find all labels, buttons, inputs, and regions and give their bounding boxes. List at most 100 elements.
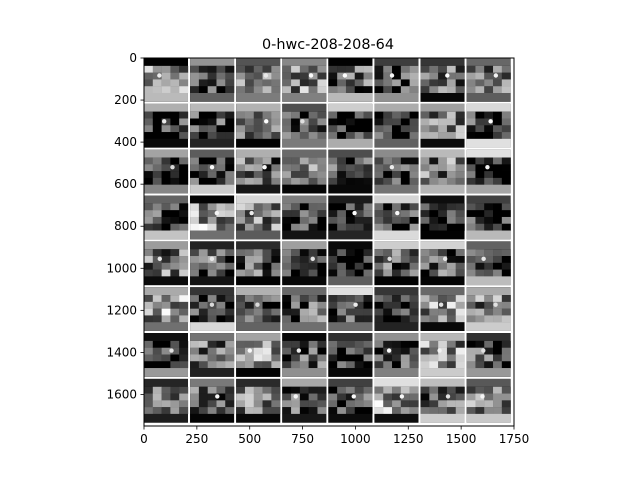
- tile-texture: [409, 111, 419, 119]
- tile-texture: [207, 210, 217, 218]
- tile-texture: [253, 308, 263, 316]
- tile-texture: [354, 125, 364, 133]
- tile-texture: [207, 249, 217, 257]
- tile-highlight: [296, 348, 302, 353]
- tile-texture: [170, 315, 180, 323]
- tile-texture: [345, 262, 355, 270]
- tile-texture: [455, 400, 465, 408]
- tile-bottom-band: [328, 92, 373, 102]
- tile-texture: [354, 393, 364, 401]
- tile-sky: [328, 241, 373, 250]
- tile-texture: [455, 347, 465, 355]
- tile-texture: [392, 216, 402, 224]
- tile-texture: [363, 295, 373, 303]
- tile-texture: [262, 216, 272, 224]
- tile-texture: [438, 157, 448, 165]
- tile-texture: [420, 132, 430, 140]
- tile-sky: [466, 195, 511, 204]
- tile-texture: [392, 295, 402, 303]
- tile-texture: [409, 301, 419, 309]
- tile-texture: [438, 249, 448, 257]
- tile-texture: [328, 269, 338, 277]
- tile-texture: [244, 111, 254, 119]
- feature-tile: [236, 149, 281, 194]
- tile-bottom-band: [282, 230, 327, 240]
- tile-texture: [190, 340, 200, 348]
- tile-texture: [484, 157, 494, 165]
- tile-texture: [392, 400, 402, 408]
- tile-bottom-band: [282, 276, 327, 286]
- tile-texture: [161, 65, 171, 73]
- tile-highlight: [485, 164, 490, 170]
- tile-texture: [493, 256, 503, 264]
- tile-texture: [190, 301, 200, 309]
- tile-texture: [198, 86, 208, 94]
- tile-texture: [354, 361, 364, 369]
- tile-sky: [236, 241, 281, 250]
- tile-texture: [429, 203, 439, 211]
- tile-texture: [429, 407, 439, 415]
- tile-texture: [438, 308, 448, 316]
- tile-texture: [475, 65, 485, 73]
- tile-bottom-band: [282, 322, 327, 331]
- tile-texture: [207, 308, 217, 316]
- tile-texture: [190, 393, 200, 401]
- tile-bottom-band: [374, 230, 419, 240]
- tile-sky: [236, 333, 281, 341]
- tile-texture: [484, 340, 494, 348]
- tile-texture: [493, 315, 503, 323]
- tile-texture: [493, 216, 503, 224]
- tile-highlight: [342, 73, 348, 78]
- tile-texture: [152, 393, 162, 401]
- tile-texture: [438, 216, 448, 224]
- tile-texture: [271, 132, 281, 140]
- tile-texture: [400, 295, 410, 303]
- tile-texture: [308, 361, 318, 369]
- tile-texture: [190, 79, 200, 87]
- tile-texture: [392, 269, 402, 277]
- feature-tile: [236, 195, 281, 240]
- tile-highlight: [352, 210, 357, 216]
- tile-texture: [161, 132, 171, 140]
- tile-texture: [400, 361, 410, 369]
- tile-texture: [291, 177, 301, 185]
- tile-texture: [308, 340, 318, 348]
- tile-texture: [501, 400, 511, 408]
- tile-sky: [466, 58, 511, 66]
- tile-texture: [328, 249, 338, 257]
- tile-texture: [225, 308, 235, 316]
- tile-texture: [429, 177, 439, 185]
- tile-texture: [409, 125, 419, 133]
- tile-texture: [354, 210, 364, 218]
- tile-texture: [291, 171, 301, 179]
- tile-texture: [271, 400, 281, 408]
- tile-texture: [475, 171, 485, 179]
- tile-texture: [262, 361, 272, 369]
- tile-texture: [466, 164, 476, 172]
- tile-texture: [429, 223, 439, 231]
- x-tick-label: 1500: [446, 432, 477, 446]
- tile-texture: [161, 386, 171, 394]
- tile-texture: [455, 79, 465, 87]
- tile-texture: [190, 262, 200, 270]
- tile-texture: [363, 400, 373, 408]
- tile-texture: [253, 210, 263, 218]
- tile-texture: [308, 79, 318, 87]
- tile-texture: [383, 262, 393, 270]
- tile-bottom-band: [466, 230, 511, 240]
- tile-texture: [446, 210, 456, 218]
- tile-texture: [409, 315, 419, 323]
- tile-texture: [501, 125, 511, 133]
- tile-texture: [170, 393, 180, 401]
- tile-texture: [455, 132, 465, 140]
- tile-texture: [282, 216, 292, 224]
- feature-tile: [236, 378, 281, 423]
- tile-texture: [253, 249, 263, 257]
- tile-texture: [501, 65, 511, 73]
- tile-texture: [400, 256, 410, 264]
- tile-texture: [282, 354, 292, 362]
- tile-texture: [345, 157, 355, 165]
- tile-texture: [420, 164, 430, 172]
- tile-texture: [271, 354, 281, 362]
- tile-texture: [420, 308, 430, 316]
